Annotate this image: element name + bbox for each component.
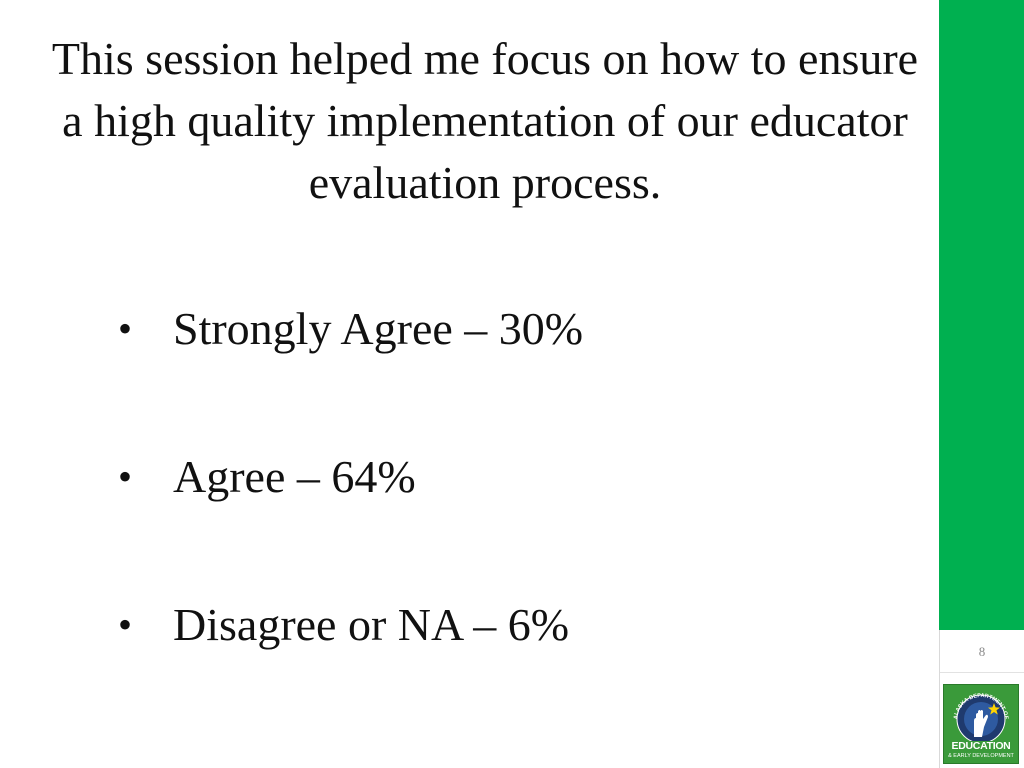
bullet-label: Strongly Agree – 30% (173, 303, 584, 354)
bullet-label: Disagree or NA – 6% (173, 599, 570, 650)
logo-text-education: EDUCATION (951, 740, 1011, 752)
page-number: 8 (940, 630, 1024, 673)
logo-text-early-development: & EARLY DEVELOPMENT (948, 753, 1014, 759)
education-department-logo: ALASKA DEPARTMENT OF EDUCATION & EARLY D… (943, 684, 1019, 764)
bullet-label: Agree – 64% (173, 451, 416, 502)
bullet-icon: • (118, 602, 133, 647)
slide-title: This session helped me focus on how to e… (51, 33, 919, 208)
hand-star-icon: ALASKA DEPARTMENT OF (953, 693, 1009, 741)
bullet-icon: • (118, 306, 133, 351)
side-divider (939, 630, 940, 768)
bullet-icon: • (118, 454, 133, 499)
accent-side-bar (939, 0, 1024, 630)
